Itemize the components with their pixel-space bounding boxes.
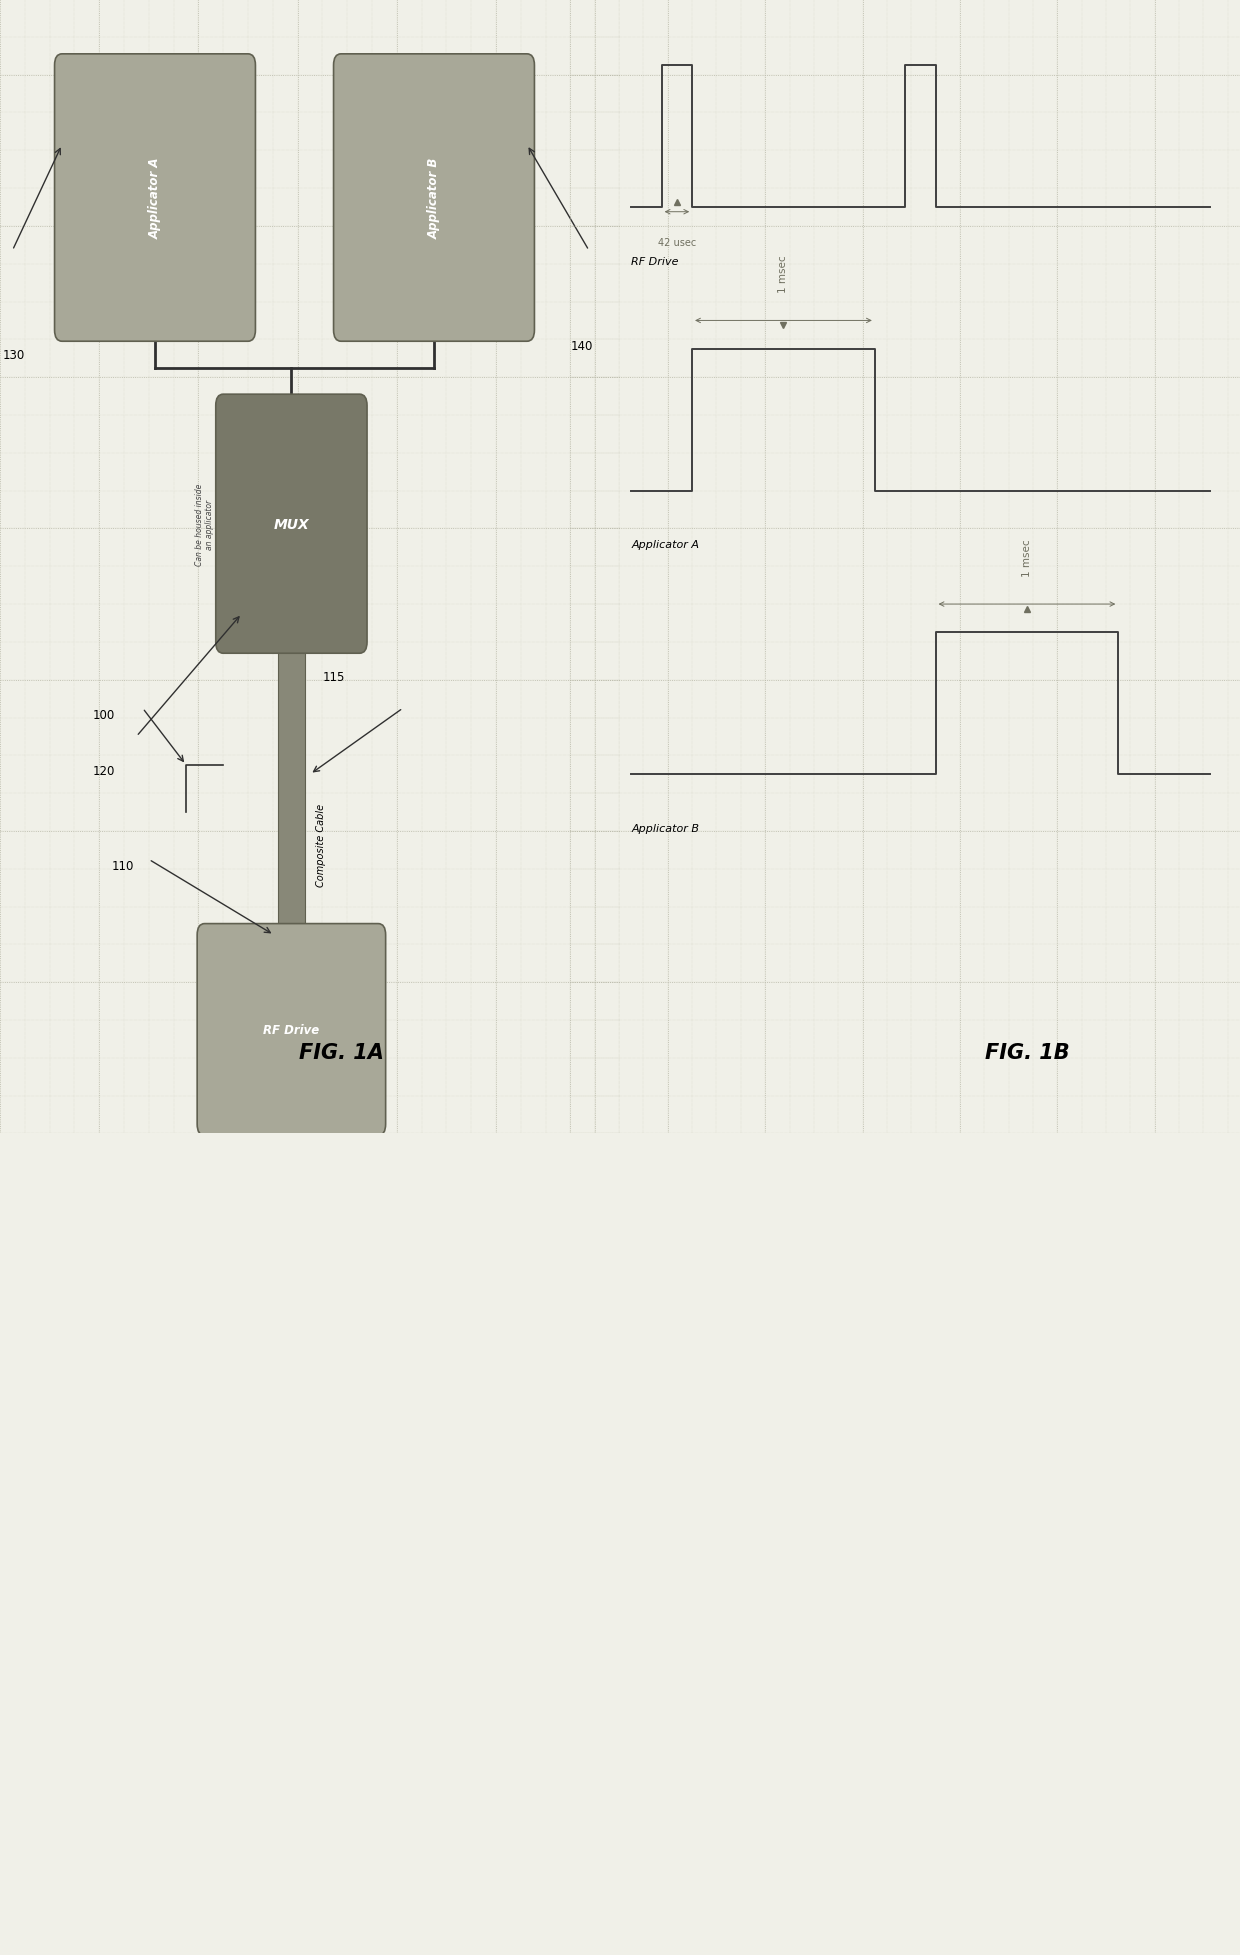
Text: MUX: MUX: [274, 518, 309, 532]
Text: 115: 115: [322, 671, 345, 684]
FancyBboxPatch shape: [278, 643, 305, 944]
Text: 1 msec: 1 msec: [1022, 540, 1032, 577]
Text: Can be housed inside
an applicator: Can be housed inside an applicator: [195, 483, 215, 565]
Text: Applicator A: Applicator A: [631, 540, 699, 549]
Text: FIG. 1A: FIG. 1A: [299, 1042, 383, 1062]
FancyBboxPatch shape: [334, 55, 534, 342]
FancyBboxPatch shape: [216, 395, 367, 653]
Text: 110: 110: [112, 860, 134, 872]
Text: Composite Cable: Composite Cable: [316, 804, 326, 886]
Text: 140: 140: [570, 340, 593, 352]
Text: Applicator B: Applicator B: [428, 158, 440, 239]
Text: RF Drive: RF Drive: [631, 256, 678, 266]
Text: FIG. 1B: FIG. 1B: [985, 1042, 1069, 1062]
Text: RF Drive: RF Drive: [263, 1024, 320, 1036]
Text: Applicator B: Applicator B: [631, 823, 699, 833]
Text: 100: 100: [93, 708, 115, 721]
Text: 120: 120: [93, 764, 115, 778]
Text: 1 msec: 1 msec: [779, 256, 789, 293]
FancyBboxPatch shape: [197, 925, 386, 1136]
FancyBboxPatch shape: [55, 55, 255, 342]
Text: Applicator A: Applicator A: [149, 158, 161, 239]
Text: 42 usec: 42 usec: [657, 239, 696, 248]
Text: 130: 130: [2, 350, 25, 362]
